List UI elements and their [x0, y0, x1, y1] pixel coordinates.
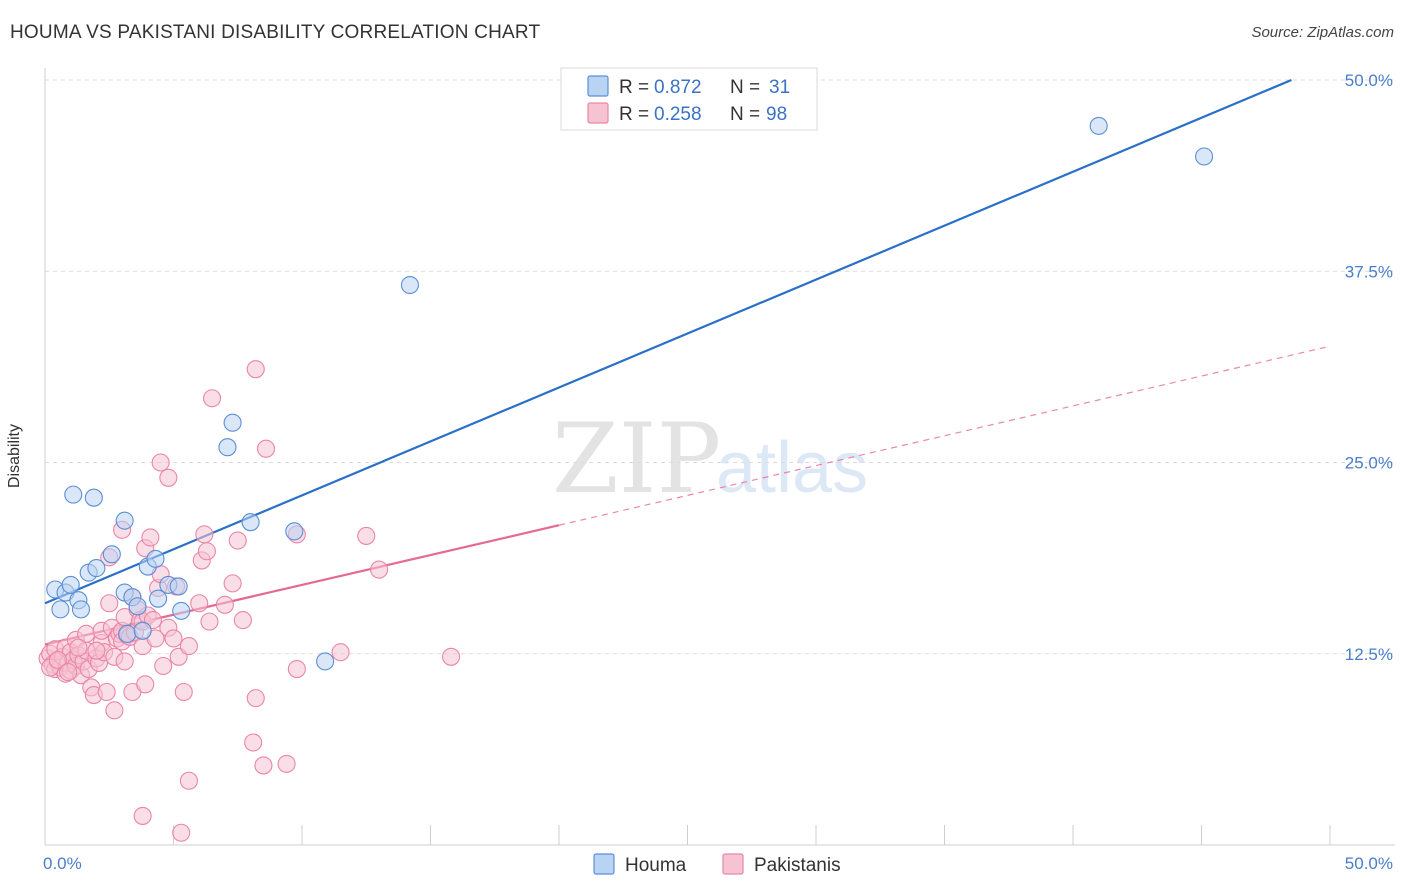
- houma-point-6: [71, 600, 91, 619]
- pakistani-point-61: [154, 656, 173, 676]
- houma-point-1: [51, 600, 70, 619]
- pakistani-point-95: [59, 663, 78, 682]
- pakistani-point-55: [141, 528, 160, 547]
- pakistani-point-53: [136, 675, 155, 694]
- houma-point-18: [146, 549, 165, 568]
- legend-houma-n-value: 31: [769, 77, 790, 98]
- trend-lines: [44, 78, 1331, 646]
- houma-point-9: [87, 559, 106, 578]
- pakistani-point-82: [246, 689, 265, 708]
- pakistani-point-29: [97, 682, 116, 702]
- pakistani-point-62: [159, 468, 178, 487]
- pakistani-point-88: [287, 659, 306, 679]
- chart-source: Source: ZipAtlas.com: [1251, 24, 1394, 41]
- data-points: [38, 116, 1214, 842]
- pakistani-point-64: [164, 629, 183, 648]
- houma-point-29: [1089, 116, 1108, 135]
- houma-point-27: [316, 652, 335, 671]
- houma-point-28: [400, 275, 419, 295]
- pakistani-point-73: [195, 525, 214, 544]
- pakistani-point-81: [244, 733, 263, 752]
- legend-pakistanis-r-value: 0.258: [654, 104, 702, 125]
- houma-point-26: [285, 522, 304, 541]
- houma-point-4: [64, 485, 83, 504]
- pakistani-point-75: [200, 612, 219, 631]
- chart-title: HOUMA VS PAKISTANI DISABILITY CORRELATIO…: [10, 22, 541, 43]
- houma-point-16: [133, 621, 152, 640]
- pakistani-point-91: [370, 560, 389, 579]
- pakistani-point-79: [228, 531, 247, 550]
- legend-swatch-pakistanis: [587, 102, 609, 124]
- pakistani-point-84: [254, 756, 273, 775]
- x-tick-label-0: 0.0%: [43, 854, 82, 873]
- legend-houma-r-label: R =: [619, 77, 649, 98]
- houma-point-15: [128, 597, 147, 616]
- pakistani-point-40: [115, 652, 134, 671]
- houma-point-3: [61, 575, 80, 594]
- pakistani-point-76: [203, 389, 222, 408]
- pakistani-point-94: [48, 650, 67, 669]
- houma-point-25: [241, 513, 260, 532]
- pakistani-point-77: [215, 595, 234, 614]
- pakistani-point-74: [197, 542, 216, 561]
- watermark-zip: ZIP: [552, 403, 721, 515]
- legend-pakistanis-n-label: N =: [730, 104, 760, 125]
- pakistani-point-90: [357, 526, 376, 545]
- bottom-legend-label-houma: Houma: [625, 855, 687, 876]
- pakistani-point-59: [151, 453, 170, 472]
- legend-houma-n-label: N =: [730, 77, 760, 98]
- watermark-atlas: atlas: [716, 428, 868, 508]
- bottom-legend-label-pakistanis: Pakistanis: [754, 855, 841, 876]
- houma-point-22: [172, 601, 191, 620]
- x-tick-label-1: 50.0%: [1345, 854, 1393, 873]
- houma-point-30: [1195, 147, 1214, 166]
- pakistani-point-33: [105, 701, 124, 720]
- pakistani-point-69: [179, 637, 198, 656]
- pakistani-point-96: [69, 638, 88, 657]
- pakistani-point-80: [233, 611, 252, 630]
- bottom-legend: Houma Pakistanis: [593, 853, 841, 876]
- houma-point-21: [169, 577, 188, 596]
- legend: R = 0.872 N = 31 R = 0.258 N = 98: [560, 67, 818, 131]
- pakistani-point-67: [172, 823, 191, 842]
- houma-point-24: [223, 413, 242, 432]
- axes: [44, 68, 1395, 846]
- pakistani-point-89: [331, 643, 350, 662]
- legend-pakistanis-n-value: 98: [766, 104, 787, 125]
- houma-point-10: [102, 545, 121, 564]
- legend-houma-r-value: 0.872: [654, 77, 702, 98]
- pakistani-point-78: [223, 574, 242, 593]
- pakistani-point-68: [174, 682, 193, 702]
- pakistani-point-86: [277, 754, 296, 773]
- pakistani-point-71: [190, 594, 209, 613]
- bottom-legend-swatch-houma: [593, 853, 615, 875]
- pakistani-point-97: [87, 641, 106, 660]
- pakistani-point-70: [179, 771, 198, 790]
- legend-swatch-houma: [587, 75, 609, 97]
- y-tick-label-2: 37.5%: [1345, 262, 1393, 281]
- houma-point-8: [84, 488, 103, 507]
- pakistani-point-51: [133, 806, 152, 825]
- tick-labels: 12.5% 25.0% 37.5% 50.0% 0.0% 50.0%: [43, 71, 1393, 873]
- houma-point-19: [149, 589, 168, 608]
- y-tick-label-3: 50.0%: [1345, 71, 1393, 90]
- pakistani-point-30: [100, 594, 119, 613]
- houma-trend-line: [44, 78, 1292, 605]
- y-tick-label-1: 25.0%: [1345, 454, 1393, 473]
- y-tick-label-0: 12.5%: [1345, 645, 1393, 664]
- houma-point-13: [118, 624, 137, 643]
- pakistani-point-83: [246, 360, 265, 379]
- pakistani-point-85: [256, 439, 276, 458]
- bottom-legend-swatch-pakistanis: [722, 853, 744, 875]
- pakistani-point-92: [442, 647, 461, 666]
- houma-point-23: [218, 438, 237, 457]
- watermark: ZIP atlas: [552, 403, 868, 515]
- houma-point-12: [115, 511, 134, 530]
- legend-pakistanis-r-label: R =: [619, 104, 649, 125]
